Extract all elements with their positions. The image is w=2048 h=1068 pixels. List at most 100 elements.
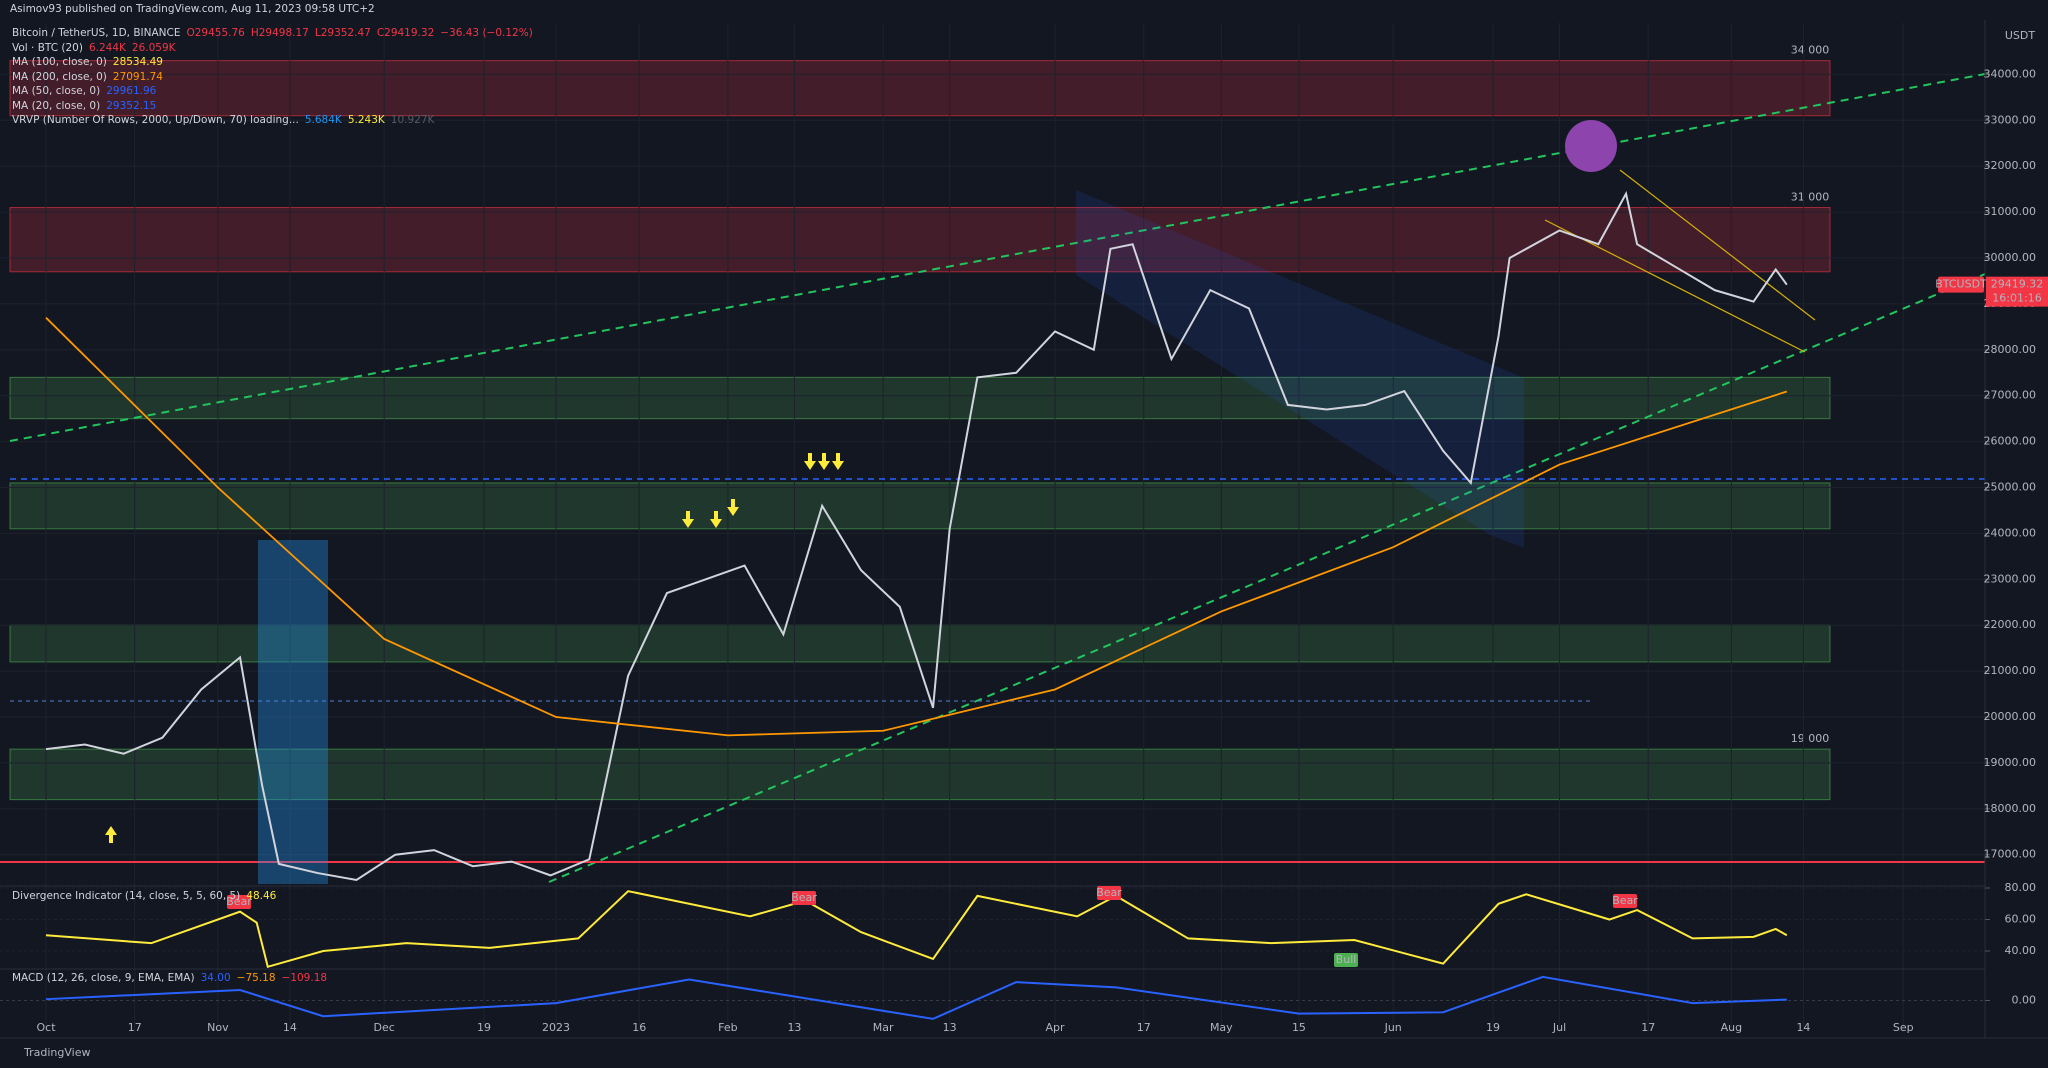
y-tick-label: 33000.00	[1984, 113, 2037, 126]
signal-badge	[1097, 886, 1121, 900]
legend-text: 29961.96	[106, 85, 157, 97]
arrow-down	[804, 453, 816, 470]
x-tick-label: Dec	[374, 1021, 395, 1034]
signal-badge	[1613, 894, 1637, 908]
legend-text: L29352.47	[314, 27, 371, 39]
legend-row: MA (200, close, 0) 27091.74	[12, 71, 169, 83]
legend-text: −109.18	[281, 972, 328, 984]
price-badge	[1986, 276, 2048, 307]
volume-profile	[258, 540, 328, 884]
x-tick-label: Jul	[1552, 1021, 1566, 1034]
legend-text: Divergence Indicator (14, close, 5, 5, 6…	[12, 890, 241, 902]
x-tick-label: 19	[477, 1021, 491, 1034]
y-tick-label: 80.00	[2005, 881, 2037, 894]
devil-icon	[1565, 120, 1617, 172]
legend-text: H29498.17	[250, 27, 309, 39]
wedge-line	[1544, 219, 1806, 353]
x-tick-label: 13	[943, 1021, 957, 1034]
zone	[9, 60, 1831, 117]
x-tick-label: 15	[1292, 1021, 1306, 1034]
signal-label: Bull	[1336, 953, 1357, 966]
legend-row: MA (20, close, 0) 29352.15	[12, 100, 162, 112]
zone-label: 31 000	[1791, 191, 1830, 204]
y-tick-label: 60.00	[2005, 913, 2037, 926]
badge	[1938, 276, 1984, 293]
legend-text: 48.46	[246, 890, 277, 902]
legend-text: VRVP (Number Of Rows, 2000, Up/Down, 70)…	[12, 114, 299, 126]
zone	[9, 748, 1831, 801]
zone	[9, 376, 1831, 420]
trend-line	[548, 273, 1986, 883]
legend-row: VRVP (Number Of Rows, 2000, Up/Down, 70)…	[12, 114, 440, 126]
x-tick-label: Jun	[1384, 1021, 1402, 1034]
arrow-down	[727, 499, 739, 516]
signal-badge	[1334, 953, 1358, 967]
currency: USDT	[2005, 29, 2036, 42]
y-tick-label: 32000.00	[1984, 159, 2037, 172]
y-tick-label: 17000.00	[1984, 848, 2037, 861]
signal-label: Bear	[1612, 894, 1638, 907]
legend-text: Bitcoin / TetherUS, 1D, BINANCE	[12, 27, 181, 39]
signal-label: Bear	[791, 891, 817, 904]
legend-text: 27091.74	[112, 70, 163, 83]
x-tick-label: 13	[787, 1021, 801, 1034]
legend-text: MA (50, close, 0)	[12, 85, 101, 97]
y-tick-label: 30000.00	[1984, 251, 2037, 264]
price-label: 29419.32	[1991, 278, 2044, 291]
y-tick-label: 18000.00	[1984, 802, 2037, 815]
arrow-up	[105, 826, 117, 843]
arrows	[105, 453, 844, 843]
line-series	[45, 890, 1788, 969]
signal-label: Bear	[1096, 886, 1122, 899]
legend-text: 29352.15	[106, 99, 157, 112]
x-tick-label: May	[1210, 1021, 1233, 1034]
x-tick-label: 17	[1641, 1021, 1655, 1034]
wedge-line	[1619, 169, 1816, 321]
arrow-down	[818, 453, 830, 470]
y-tick-label: 27000.00	[1984, 389, 2037, 402]
y-tick-label: 19000.00	[1984, 756, 2037, 769]
y-tick-label: 22000.00	[1984, 618, 2037, 631]
legend-text: −36.43 (−0.12%)	[440, 27, 533, 39]
legend-text: MACD (12, 26, close, 9, EMA, EMA)	[12, 972, 195, 984]
arrow-down	[832, 453, 844, 470]
legend-text: Vol · BTC (20)	[12, 41, 83, 54]
countdown: 16:01:16	[1992, 292, 2041, 305]
y-tick-label: 20000.00	[1984, 710, 2037, 723]
x-tick-label: Oct	[36, 1021, 56, 1034]
line-series	[45, 975, 1787, 1020]
legend-text: −75.18	[236, 972, 276, 984]
y-tick-label: 23000.00	[1984, 572, 2037, 585]
legend-text: O29455.76	[186, 27, 245, 39]
legend-text: C29419.32	[376, 27, 435, 39]
y-tick-label: 34000.00	[1984, 67, 2037, 80]
legend-text: 28534.49	[112, 56, 163, 68]
x-tick-label: Mar	[873, 1021, 894, 1034]
legend-row: Divergence Indicator (14, close, 5, 5, 6…	[12, 890, 282, 902]
y-tick-label: 25000.00	[1984, 481, 2037, 494]
legend-text: MA (20, close, 0)	[12, 99, 101, 112]
legend-text: 5.243K	[347, 114, 385, 126]
x-tick-label: 17	[128, 1021, 142, 1034]
zone	[9, 624, 1831, 663]
x-tick-label: Sep	[1893, 1021, 1914, 1034]
y-tick-label: 40.00	[2005, 944, 2037, 957]
legend-row: Vol · BTC (20) 6.244K 26.059K	[12, 42, 182, 54]
y-tick-label: 24000.00	[1984, 526, 2037, 539]
signal-badge	[792, 891, 816, 905]
x-tick-label: 17	[1137, 1021, 1151, 1034]
line-series	[45, 317, 1788, 737]
x-tick-label: 14	[1796, 1021, 1810, 1034]
legend-text: 5.684K	[304, 114, 342, 126]
footer-brand: TradingView	[23, 1046, 90, 1059]
legend-text: 6.244K	[88, 41, 126, 54]
zone-label: 34 000	[1791, 44, 1830, 57]
zone	[9, 207, 1831, 273]
x-tick-label: Feb	[718, 1021, 737, 1034]
legend-text: MA (100, close, 0)	[12, 56, 107, 68]
x-tick-label: 2023	[542, 1021, 570, 1034]
x-tick-label: Aug	[1721, 1021, 1742, 1034]
legend-row: MACD (12, 26, close, 9, EMA, EMA) 34.00 −7…	[12, 972, 333, 984]
